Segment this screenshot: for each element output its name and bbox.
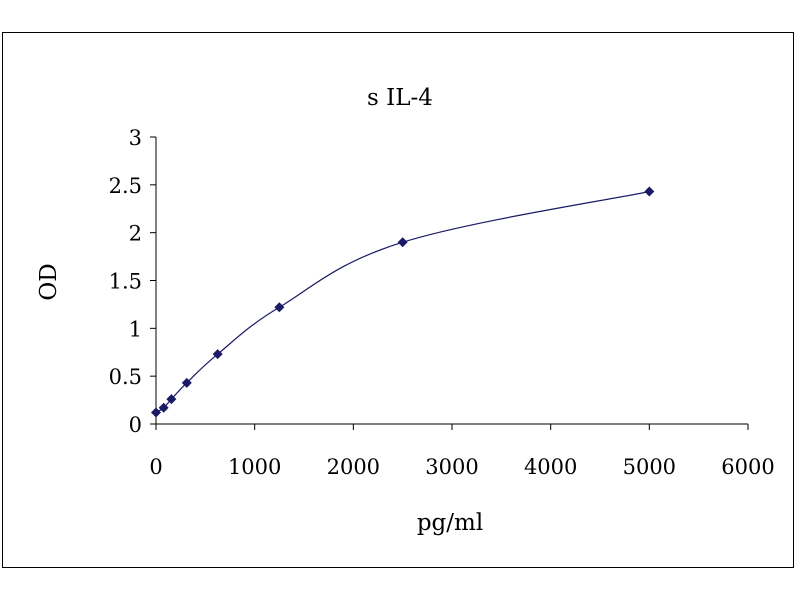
series-layer [151,186,655,418]
x-tick-label: 0 [149,455,162,479]
series-line [155,190,650,414]
y-tick-label: 0 [129,413,142,437]
chart-frame [2,32,794,568]
y-tick-label: 1 [129,317,142,341]
x-axis-title: pg/ml [417,510,483,536]
data-point [644,186,655,197]
x-tick-label: 1000 [228,455,281,479]
axes: 0 0.5 1 1.5 2 2.5 3 0 1000 2000 3000 4000 5000 6000 [109,126,775,479]
data-point [397,237,408,248]
x-tick-label: 6000 [721,455,774,479]
y-axis-title: OD [36,263,62,300]
data-point [151,407,161,418]
y-tick-label: 0.5 [109,365,142,389]
data-point [212,349,223,360]
x-tick-label: 5000 [623,455,676,479]
y-tick-label: 1.5 [109,270,142,294]
data-point [166,394,177,405]
x-tick-label: 3000 [425,455,478,479]
y-tick-label: 3 [129,126,142,150]
data-point [158,402,169,413]
chart-title: s IL-4 [367,85,433,111]
data-point [181,377,192,388]
y-tick-label: 2 [129,222,142,246]
data-point [274,302,285,313]
x-tick-label: 2000 [327,455,380,479]
y-tick-label: 2.5 [109,174,142,198]
x-tick-label: 4000 [524,455,577,479]
